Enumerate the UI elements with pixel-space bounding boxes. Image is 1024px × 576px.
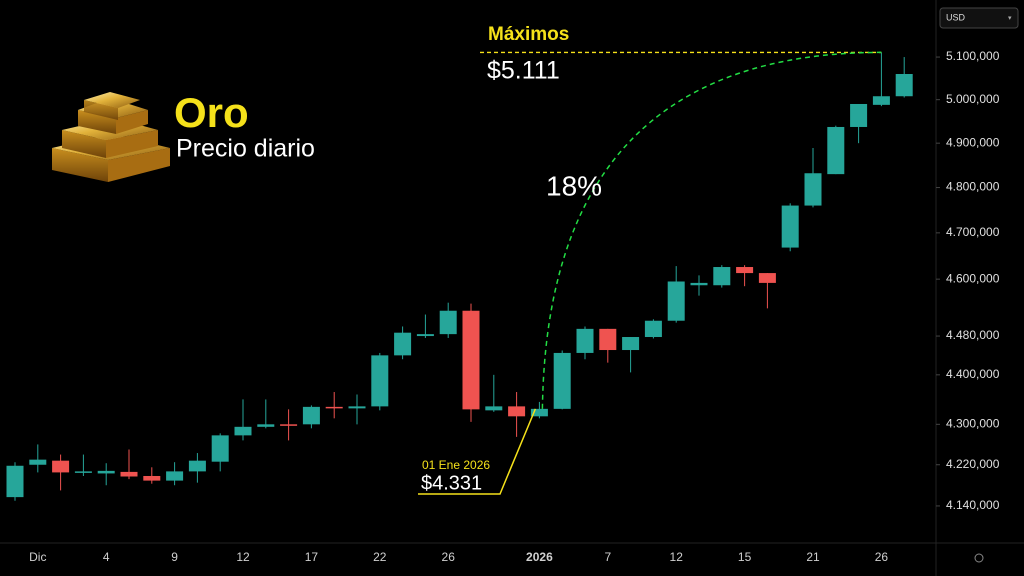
x-tick-label: 17: [305, 550, 319, 564]
start-pointer: [418, 408, 537, 495]
candle-body: [667, 281, 685, 321]
dropdown-arrow[interactable]: ▾: [1008, 15, 1012, 22]
x-tick-label: Dic: [29, 550, 46, 564]
y-tick-label: 5.100,000: [946, 49, 1000, 63]
candle-body: [895, 74, 913, 97]
currency-selector[interactable]: USD ▾: [939, 7, 1019, 29]
y-tick-label: 4.400,000: [946, 367, 1000, 381]
candle-body: [827, 126, 845, 175]
start-value: $4.331: [421, 472, 482, 494]
candle-body: [622, 337, 640, 351]
x-tick-label: 2026: [526, 550, 553, 564]
candle-body: [758, 273, 776, 283]
y-tick-label: 4.300,000: [946, 416, 1000, 430]
y-tick-label: 4.220,000: [946, 457, 1000, 471]
candle-body: [872, 96, 890, 105]
candle-body: [188, 460, 206, 472]
x-tick-label: 26: [875, 550, 889, 564]
chart-subtitle: Precio diario: [176, 135, 315, 163]
candle-body: [713, 267, 731, 286]
candle-body: [325, 406, 343, 409]
candle-body: [166, 471, 184, 481]
x-tick-label: 21: [806, 550, 820, 564]
candle-body: [257, 424, 275, 427]
change-curve: [541, 51, 882, 409]
candle-body: [52, 460, 70, 473]
x-tick-label: 12: [236, 550, 250, 564]
candle-body: [439, 310, 457, 335]
candle-body: [348, 406, 366, 409]
candle-body: [74, 471, 92, 473]
candle-body: [462, 310, 480, 410]
candle-body: [530, 408, 548, 417]
currency-box[interactable]: [939, 7, 1019, 29]
candle-body: [6, 465, 24, 498]
candle-body: [302, 406, 320, 425]
candle-body: [416, 334, 434, 337]
y-tick-label: 4.600,000: [946, 271, 1000, 285]
y-tick-label: 4.800,000: [946, 180, 1000, 194]
candle-body: [394, 332, 412, 356]
y-tick-label: 4.480,000: [946, 328, 1000, 342]
y-tick-label: 4.140,000: [946, 498, 1000, 512]
candle-body: [485, 406, 503, 411]
candle-body: [736, 267, 754, 274]
x-tick-label: 15: [738, 550, 752, 564]
y-tick-label: 4.900,000: [946, 135, 1000, 149]
candle-body: [211, 435, 229, 462]
candle-body: [371, 355, 389, 407]
candle-body: [508, 406, 526, 417]
x-tick-label: 12: [670, 550, 684, 564]
y-tick-label: 5.000,000: [946, 92, 1000, 106]
chart-title: Oro: [174, 89, 249, 136]
candle-body: [29, 459, 47, 465]
gold-bars-icon: [52, 92, 170, 182]
candle-body: [599, 328, 617, 351]
candle-body: [781, 205, 799, 248]
x-tick-label: 26: [442, 550, 456, 564]
candle-body: [97, 470, 115, 474]
x-tick-label: 4: [103, 550, 110, 564]
candle-body: [553, 352, 571, 409]
high-value: $5.111: [487, 57, 560, 85]
high-title: Máximos: [488, 24, 569, 45]
candle-body: [143, 475, 161, 481]
candle-body: [690, 282, 708, 286]
x-tick-label: 22: [373, 550, 387, 564]
candle-body: [576, 328, 594, 353]
candle-body: [804, 173, 822, 206]
candle-body: [280, 424, 298, 426]
x-tick-label: 9: [171, 550, 178, 564]
candle-body: [644, 320, 662, 338]
candle-body: [234, 426, 252, 436]
currency-label[interactable]: USD: [946, 12, 966, 22]
candle-body: [850, 103, 868, 127]
settings-icon[interactable]: [974, 553, 984, 563]
y-tick-label: 4.700,000: [946, 225, 1000, 239]
x-tick-label: 7: [604, 550, 611, 564]
change-label: 18%: [546, 170, 602, 201]
start-date: 01 Ene 2026: [422, 458, 490, 472]
candle-body: [120, 471, 138, 477]
